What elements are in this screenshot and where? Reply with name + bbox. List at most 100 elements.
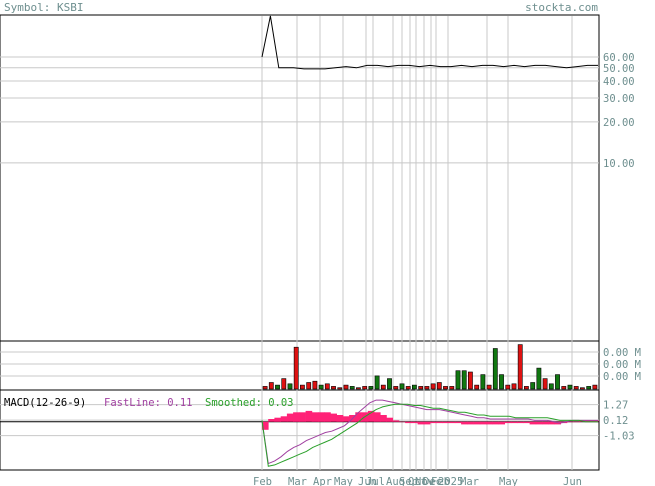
x-tick-label: Sep — [399, 476, 418, 486]
volume-bar — [349, 386, 355, 390]
symbol-label: Symbol: KSBI — [4, 1, 83, 14]
macd-layer — [0, 399, 599, 467]
x-tick-label: Apr — [313, 476, 332, 486]
x-tick-label: Dec — [423, 476, 442, 486]
volume-bar — [467, 371, 473, 390]
volume-bar — [399, 383, 405, 390]
volume-bar — [499, 374, 504, 390]
volume-bar — [275, 384, 280, 390]
macd-histogram-bar — [367, 410, 375, 422]
macd-smoothed-line — [261, 403, 598, 467]
macd-histogram-bar — [374, 412, 381, 422]
volume-bar — [268, 382, 274, 390]
volume-bar — [480, 374, 486, 390]
price-tick-label: 60.00 — [603, 52, 635, 64]
volume-layer — [262, 344, 598, 390]
macd-histogram-bar — [585, 420, 593, 422]
volume-bar — [548, 383, 554, 390]
macd-histogram-bar — [324, 412, 331, 422]
brand-label: stockta.com — [525, 1, 598, 14]
price-layer — [261, 15, 598, 70]
volume-bar — [411, 384, 417, 390]
macd-histogram-bar — [523, 421, 530, 424]
x-tick-label: Mar — [288, 476, 307, 486]
macd-histogram-bar — [268, 419, 275, 422]
volume-bar — [324, 383, 330, 390]
volume-bar — [555, 374, 560, 390]
volume-bar — [262, 386, 268, 390]
volume-bar — [530, 382, 536, 390]
macd-tick-label: -1.03 — [603, 431, 635, 443]
volume-bar — [492, 348, 498, 390]
volume-bar — [418, 386, 424, 390]
price-tick-label: 50.00 — [603, 63, 635, 75]
macd-histogram-bar — [305, 410, 313, 422]
macd-panel-frame — [0, 389, 600, 471]
volume-bar — [343, 384, 349, 390]
macd-histogram-bar — [479, 421, 487, 425]
volume-bar — [474, 384, 480, 390]
volume-bar — [567, 384, 573, 390]
volume-bar — [505, 384, 511, 390]
macd-histogram-bar — [517, 421, 524, 424]
price-panel-frame — [0, 14, 600, 342]
x-tick-label: Feb — [431, 476, 450, 486]
volume-bar — [380, 384, 386, 390]
x-tick-label: Feb — [253, 476, 272, 486]
volume-bar — [430, 383, 436, 390]
volume-bar — [368, 386, 374, 390]
volume-bar — [536, 367, 542, 390]
volume-bar — [542, 378, 548, 390]
macd-histogram-bar — [392, 420, 400, 422]
macd-tick-label: 1.27 — [603, 400, 628, 412]
volume-tick-label: 0.00 M — [603, 347, 641, 359]
x-tick-label: Jun — [563, 476, 582, 486]
macd-histogram-bar — [454, 421, 462, 424]
macd-histogram-bar — [473, 421, 481, 425]
price-tick-label: 40.00 — [603, 76, 635, 88]
x-tick-label: Jun — [358, 476, 377, 486]
volume-bar — [579, 387, 585, 390]
volume-bar — [424, 386, 430, 390]
macd-histogram-bar — [405, 421, 412, 424]
volume-bar — [517, 344, 523, 390]
volume-bar — [449, 386, 455, 390]
macd-histogram-bar — [411, 421, 418, 424]
macd-histogram-bar — [280, 416, 288, 422]
macd-tick-label: 0.12 — [603, 415, 628, 427]
macd-histogram-bar — [448, 421, 456, 424]
x-tick-label: Nov — [415, 476, 434, 486]
macd-histogram-bar — [330, 413, 337, 422]
price-series-line — [261, 15, 598, 70]
macd-histogram-bar — [504, 421, 512, 424]
x-tick-label: Jul — [366, 476, 385, 486]
volume-bar — [287, 383, 293, 390]
volume-bar — [405, 386, 411, 390]
price-tick-label: 20.00 — [603, 117, 635, 129]
macd-histogram-bar — [286, 413, 294, 422]
macd-title: MACD(12-26-9) — [4, 397, 86, 409]
macd-histogram-bar — [262, 421, 269, 430]
macd-histogram-bar — [398, 421, 406, 423]
macd-histogram-bar — [342, 416, 350, 422]
volume-bar — [461, 370, 467, 390]
volume-bar — [393, 386, 399, 390]
macd-histogram-bar — [591, 420, 599, 422]
x-tick-label: Oct — [408, 476, 427, 486]
macd-histogram-bar — [386, 417, 393, 422]
volume-panel-frame — [0, 340, 600, 391]
volume-bar — [436, 382, 442, 390]
macd-histogram-bar — [467, 421, 474, 425]
volume-bar — [455, 370, 461, 390]
macd-histogram-bar — [498, 421, 505, 425]
macd-histogram-bar — [380, 415, 387, 422]
volume-bar — [293, 346, 299, 390]
volume-bar — [486, 384, 492, 390]
macd-histogram-bar — [461, 421, 468, 425]
volume-bar — [281, 378, 287, 390]
price-tick-label: 30.00 — [603, 93, 635, 105]
macd-histogram-bar — [566, 421, 574, 423]
macd-histogram-bar — [529, 421, 537, 425]
macd-histogram-bar — [355, 412, 362, 422]
